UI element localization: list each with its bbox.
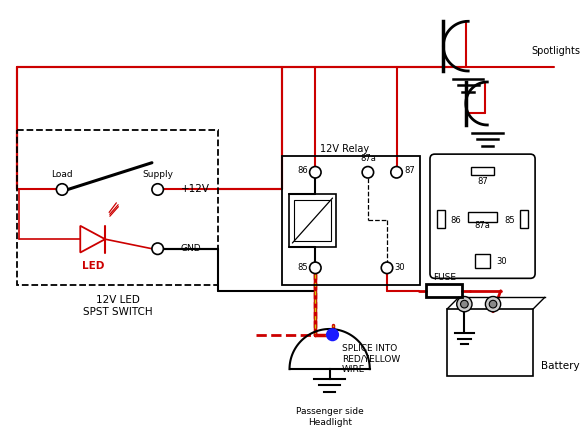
Text: 30: 30 bbox=[496, 257, 506, 266]
Bar bbox=[475, 255, 490, 268]
Circle shape bbox=[381, 262, 392, 273]
Text: 12V Relay: 12V Relay bbox=[320, 144, 369, 154]
Text: Load: Load bbox=[51, 170, 73, 179]
Text: 87: 87 bbox=[404, 166, 415, 175]
Bar bbox=[520, 211, 529, 228]
Text: Battery: Battery bbox=[541, 361, 579, 371]
Circle shape bbox=[310, 167, 321, 178]
Circle shape bbox=[391, 167, 402, 178]
Text: 30: 30 bbox=[395, 263, 405, 272]
Text: 86: 86 bbox=[297, 166, 308, 175]
Circle shape bbox=[362, 167, 374, 178]
Bar bbox=[288, 194, 336, 247]
Circle shape bbox=[57, 184, 68, 195]
Bar bbox=[17, 130, 218, 285]
Text: 87a: 87a bbox=[360, 154, 376, 164]
Circle shape bbox=[485, 296, 500, 312]
Text: 86: 86 bbox=[450, 215, 461, 225]
Text: 12V LED
SPST SWITCH: 12V LED SPST SWITCH bbox=[83, 295, 152, 317]
Bar bbox=[468, 212, 497, 222]
Bar bbox=[471, 167, 494, 175]
Text: 87: 87 bbox=[477, 177, 488, 186]
Text: Supply: Supply bbox=[142, 170, 173, 179]
Circle shape bbox=[152, 184, 164, 195]
Circle shape bbox=[310, 262, 321, 273]
Text: 87a: 87a bbox=[475, 221, 491, 230]
Text: SPLICE INTO
RED/YELLOW
WIRE: SPLICE INTO RED/YELLOW WIRE bbox=[342, 344, 400, 374]
Circle shape bbox=[152, 243, 164, 255]
Bar bbox=[294, 200, 331, 241]
Text: +12V: +12V bbox=[182, 184, 210, 194]
Text: GND: GND bbox=[180, 244, 201, 253]
Text: LED: LED bbox=[82, 261, 105, 271]
Text: 85: 85 bbox=[505, 215, 515, 225]
Bar bbox=[437, 211, 445, 228]
Bar bbox=[426, 284, 463, 297]
Circle shape bbox=[461, 300, 468, 308]
Text: 85: 85 bbox=[297, 263, 308, 272]
Circle shape bbox=[327, 329, 338, 341]
Circle shape bbox=[489, 300, 497, 308]
Bar bbox=[282, 156, 420, 285]
Text: Passenger side
Headlight: Passenger side Headlight bbox=[296, 407, 363, 426]
Circle shape bbox=[457, 296, 472, 312]
Bar bbox=[447, 309, 533, 376]
Text: Spotlights: Spotlights bbox=[531, 46, 580, 56]
Text: FUSE: FUSE bbox=[433, 273, 456, 282]
